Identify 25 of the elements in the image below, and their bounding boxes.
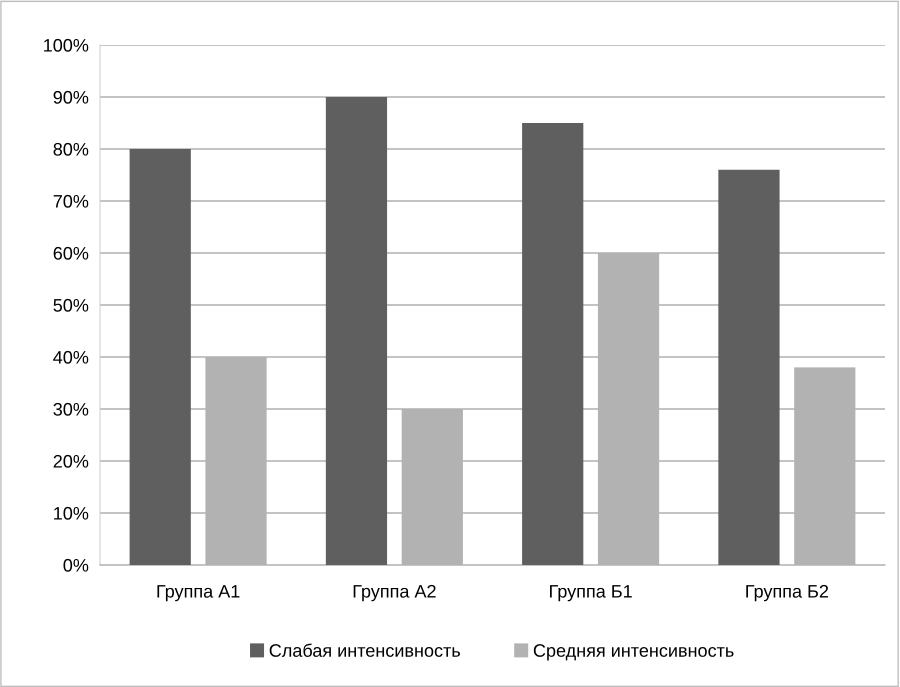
y-tick-label: 100% [44,38,88,52]
bar [718,170,780,565]
y-tick-label: 90% [54,90,88,104]
y-tick-label: 10% [54,506,88,520]
y-tick-label: 20% [54,454,88,468]
bar [326,97,388,565]
y-tick-label: 80% [54,142,88,156]
y-tick-label: 70% [54,194,88,208]
y-tick-label: 50% [53,298,88,312]
bar [794,367,856,565]
x-tick-label: Группа Б2 [746,584,828,602]
x-tick-label: Группа Б1 [550,585,632,602]
bar [130,149,191,565]
y-tick-label: 0% [64,558,88,572]
y-tick-label: 30% [53,402,88,416]
y-tick-label: 40% [53,350,88,364]
x-tick-label: Группа А1 [157,585,240,602]
legend-label: Средняя интенсивность [534,644,734,660]
y-tick-label: 60% [54,246,88,260]
legend-label: Слабая интенсивность [270,643,460,657]
bar [402,409,463,565]
bar [598,253,660,565]
bar [205,357,267,565]
bar [522,123,584,565]
x-tick-label: Группа А2 [354,584,436,602]
